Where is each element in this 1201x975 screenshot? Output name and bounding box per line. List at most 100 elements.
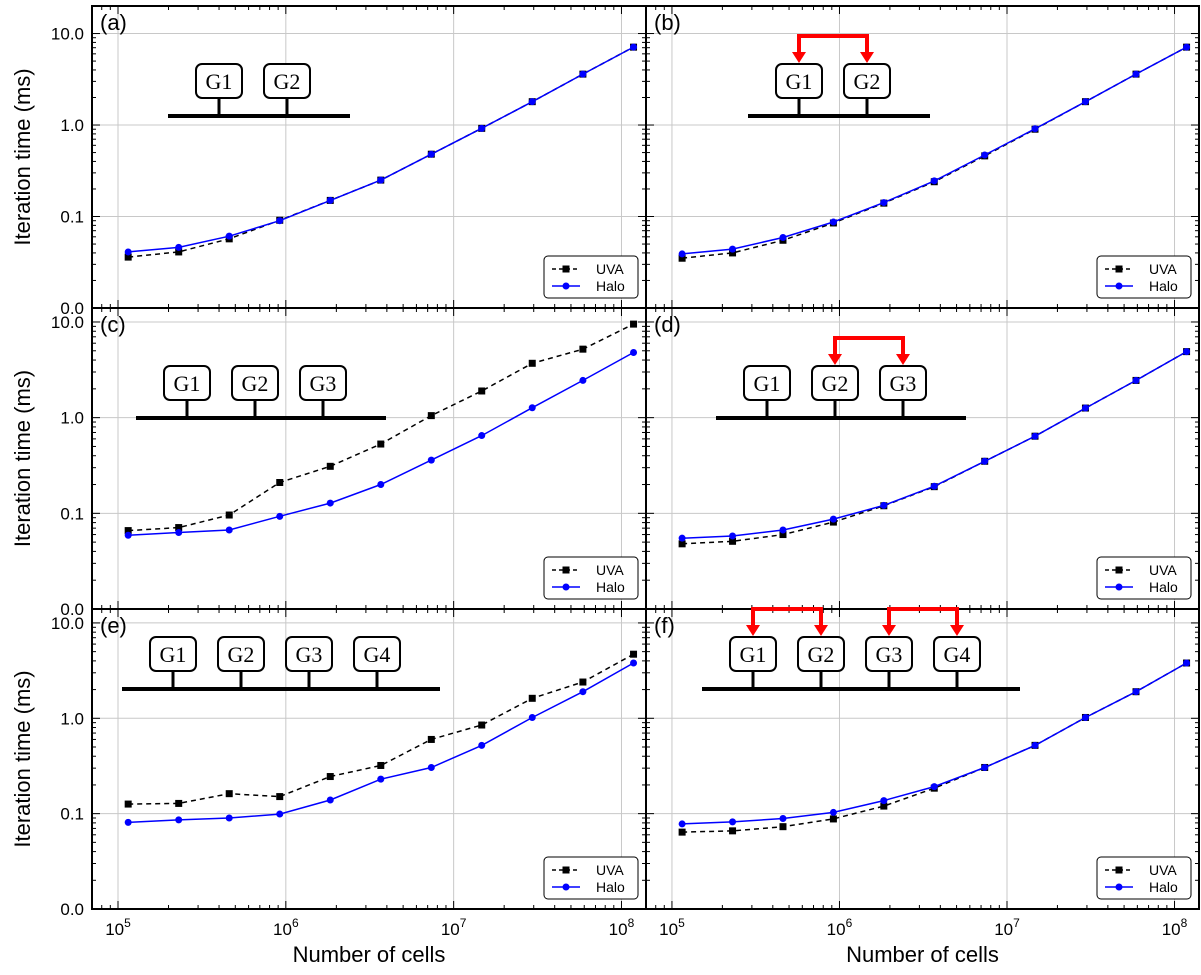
- peer-link-arrow: [833, 336, 905, 356]
- data-point-halo: [779, 814, 787, 822]
- data-point-halo: [630, 659, 638, 667]
- legend-label: UVA: [596, 862, 624, 878]
- gpu-label: G2: [242, 371, 269, 396]
- data-point-halo: [678, 534, 686, 542]
- gpu-label: G2: [854, 69, 881, 94]
- legend-marker: [562, 583, 570, 591]
- data-point-halo: [478, 124, 486, 132]
- data-point-halo: [1081, 98, 1089, 106]
- gpu-box: [263, 63, 311, 99]
- data-point-uva: [779, 823, 787, 831]
- legend-label: Halo: [1149, 879, 1178, 895]
- legend-label: Halo: [596, 278, 625, 294]
- data-point-halo: [880, 797, 888, 805]
- panel-label: (d): [654, 312, 681, 337]
- gpu-topology: G1 G2: [168, 63, 350, 118]
- data-point-uva: [175, 799, 183, 807]
- data-point-uva: [729, 537, 737, 545]
- data-point-halo: [779, 233, 787, 241]
- legend-label: UVA: [1149, 562, 1177, 578]
- y-tick-label: 0.0: [60, 900, 84, 919]
- data-point-halo: [1081, 404, 1089, 412]
- gpu-box: [811, 365, 859, 401]
- legend-marker: [1115, 866, 1123, 874]
- legend-marker: [1115, 583, 1123, 591]
- data-point-halo: [930, 783, 938, 791]
- legend-marker: [562, 866, 570, 874]
- gpu-box: [775, 63, 823, 99]
- data-point-uva: [326, 773, 334, 781]
- series-line-halo: [682, 46, 1187, 255]
- legend-label: Halo: [1149, 278, 1178, 294]
- data-point-halo: [1183, 659, 1191, 667]
- gpu-label: G4: [944, 642, 971, 667]
- data-point-halo: [124, 248, 132, 256]
- series-line-uva: [682, 350, 1187, 545]
- data-point-uva: [225, 790, 233, 798]
- legend-marker: [562, 282, 570, 290]
- legend-label: UVA: [596, 562, 624, 578]
- data-point-halo: [1183, 43, 1191, 51]
- x-tick-label: 106: [827, 916, 853, 939]
- legend-label: UVA: [596, 261, 624, 277]
- data-point-halo: [880, 199, 888, 207]
- legend-label: Halo: [596, 579, 625, 595]
- x-tick-label: 108: [1162, 916, 1188, 939]
- legend-marker: [562, 883, 570, 891]
- legend-label: UVA: [1149, 261, 1177, 277]
- data-point-halo: [1132, 376, 1140, 384]
- data-point-halo: [377, 176, 385, 184]
- series-group: [124, 320, 638, 539]
- data-point-halo: [478, 741, 486, 749]
- data-point-halo: [326, 796, 334, 804]
- x-tick-label: 105: [105, 916, 131, 939]
- data-point-uva: [528, 359, 536, 367]
- data-point-uva: [175, 524, 183, 532]
- data-point-halo: [225, 526, 233, 534]
- gpu-label: G2: [822, 371, 849, 396]
- data-point-uva: [528, 694, 536, 702]
- data-point-uva: [579, 345, 587, 353]
- data-point-halo: [326, 499, 334, 507]
- gpu-box: [285, 636, 333, 672]
- series-line-uva: [128, 323, 634, 532]
- data-point-uva: [377, 761, 385, 769]
- legend-marker: [1115, 566, 1123, 574]
- data-point-halo: [678, 820, 686, 828]
- gpu-label: G3: [876, 642, 903, 667]
- panel-label: (a): [100, 10, 127, 35]
- data-point-halo: [829, 515, 837, 523]
- data-point-uva: [678, 254, 686, 262]
- x-tick-label: 107: [441, 916, 467, 939]
- gpu-box: [879, 365, 927, 401]
- data-point-uva: [630, 650, 638, 658]
- gpu-label: G1: [786, 69, 813, 94]
- data-point-uva: [175, 248, 183, 256]
- data-point-uva: [678, 828, 686, 836]
- gpu-label: G1: [740, 642, 767, 667]
- data-point-halo: [678, 250, 686, 258]
- data-point-halo: [225, 232, 233, 240]
- data-point-uva: [478, 387, 486, 395]
- gpu-box: [353, 636, 401, 672]
- gpu-box: [797, 636, 845, 672]
- data-point-uva: [377, 440, 385, 448]
- gpu-label: G1: [206, 69, 233, 94]
- data-point-halo: [124, 818, 132, 826]
- gpu-box: [743, 365, 791, 401]
- gpu-topology: G1 G2 G3 G4: [122, 636, 440, 691]
- data-point-halo: [326, 196, 334, 204]
- data-point-halo: [779, 526, 787, 534]
- arrow-head: [860, 52, 874, 63]
- data-point-halo: [981, 457, 989, 465]
- x-axis-title: Number of cells: [846, 942, 999, 967]
- data-point-uva: [579, 678, 587, 686]
- gpu-box: [843, 63, 891, 99]
- x-tick-label: 106: [273, 916, 299, 939]
- data-point-halo: [729, 818, 737, 826]
- series-line-uva: [682, 46, 1187, 259]
